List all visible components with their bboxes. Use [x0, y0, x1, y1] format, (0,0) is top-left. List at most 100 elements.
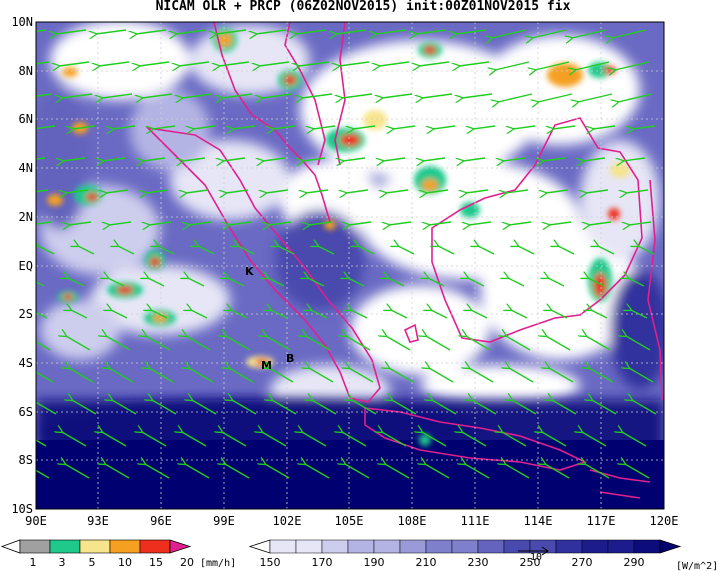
wind-vector — [229, 368, 254, 383]
wind-vector — [222, 93, 253, 98]
wind-vector — [472, 400, 497, 415]
wind-vector — [465, 464, 490, 479]
lat-label: 4S — [19, 356, 33, 370]
wind-vector — [633, 125, 656, 129]
wind-vector — [463, 157, 486, 161]
wind-vector — [96, 29, 127, 34]
wind-vector — [143, 157, 166, 161]
precip-colorbar-swatch — [139, 539, 171, 554]
coastline-small-island — [403, 323, 419, 343]
wind-vector — [469, 221, 492, 225]
wind-vector — [459, 61, 490, 66]
wind-vector — [226, 189, 249, 193]
lat-label: 8S — [19, 453, 33, 467]
wind-vector — [66, 336, 91, 351]
lat-label: 8N — [19, 64, 33, 78]
wind-vector — [336, 29, 367, 34]
lon-label: 90E — [25, 514, 47, 528]
lon-label: 117E — [587, 514, 616, 528]
wind-vector — [36, 221, 52, 225]
wind-vector — [189, 368, 214, 383]
wind-vector — [99, 61, 130, 66]
wind-vector — [273, 125, 296, 129]
lon-label: 93E — [87, 514, 109, 528]
wind-vector — [349, 368, 374, 383]
wind-vector — [158, 246, 175, 255]
wind-vector — [36, 125, 56, 130]
wind-vector — [466, 189, 489, 193]
lat-label: 10N — [11, 15, 33, 29]
wind-vector — [313, 125, 336, 129]
latitude-labels: 10N 8N 6N 4N 2N EQ 2S 4S 6S 8S 10S — [11, 15, 33, 516]
olr-colorbar-swatch — [425, 539, 453, 554]
place-label-k: K — [245, 265, 254, 278]
wind-vector — [593, 125, 616, 129]
wind-vector — [502, 432, 527, 447]
wind-vector — [629, 368, 654, 383]
wind-vector — [625, 464, 650, 479]
wind-vector — [492, 29, 527, 38]
wind-vector — [36, 189, 49, 193]
wind-vector — [432, 400, 457, 415]
wind-vector — [186, 336, 211, 351]
wind-vector — [589, 368, 614, 383]
olr-field — [36, 22, 664, 509]
wind-vector — [598, 246, 615, 255]
wind-vector — [589, 221, 612, 225]
coastline-indochina — [213, 22, 346, 223]
wind-vector — [259, 61, 290, 66]
wind-vector — [626, 189, 649, 193]
wind-vector — [388, 278, 405, 287]
wind-vector — [553, 125, 576, 129]
wind-vector — [108, 278, 125, 287]
wind-vector — [262, 93, 293, 98]
wind-vector — [346, 189, 369, 193]
olr-colorbar-swatches — [248, 539, 682, 554]
wind-vector — [468, 278, 485, 287]
lat-label: 2N — [19, 210, 33, 224]
olr-tick: 270 — [572, 556, 593, 569]
olr-colorbar-swatch — [295, 539, 323, 554]
wind-vector — [538, 93, 573, 102]
lat-label: 4N — [19, 161, 33, 175]
wind-vector — [389, 221, 412, 225]
wind-vector — [149, 368, 174, 383]
wind-vector — [386, 189, 409, 193]
wind-vector — [231, 310, 248, 319]
wind-vector — [272, 400, 297, 415]
wind-vector — [578, 93, 613, 102]
olr-tick: 150 — [260, 556, 281, 569]
wind-vector — [342, 93, 373, 98]
wind-vector — [422, 93, 453, 98]
lon-label: 111E — [461, 514, 490, 528]
lon-label: 108E — [398, 514, 427, 528]
wind-vector — [622, 432, 647, 447]
wind-vector — [36, 371, 54, 383]
wind-vector — [542, 432, 567, 447]
wind-vectors — [36, 29, 657, 479]
olr-tick: 290 — [624, 556, 645, 569]
wind-vector — [462, 432, 487, 447]
wind-vector — [296, 29, 327, 34]
wind-vector — [228, 278, 245, 287]
wind-vector — [469, 368, 494, 383]
wind-vector — [149, 221, 172, 225]
plot-frame — [35, 21, 665, 510]
wind-vector — [198, 246, 215, 255]
wind-vector — [146, 189, 169, 193]
lat-label: EQ — [19, 259, 33, 273]
wind-vector — [582, 432, 607, 447]
lat-label: 6S — [19, 405, 33, 419]
wind-vector — [266, 336, 291, 351]
wind-vector — [193, 125, 216, 129]
wind-vector — [179, 61, 210, 66]
wind-vector — [232, 400, 257, 415]
wind-vector — [269, 221, 292, 225]
wind-vector — [426, 336, 451, 351]
wind-vector — [546, 336, 571, 351]
precip-tick: 5 — [89, 556, 96, 569]
wind-vector — [109, 368, 134, 383]
wind-vector — [543, 157, 566, 161]
wind-vector — [612, 29, 647, 38]
olr-tick: 170 — [312, 556, 333, 569]
